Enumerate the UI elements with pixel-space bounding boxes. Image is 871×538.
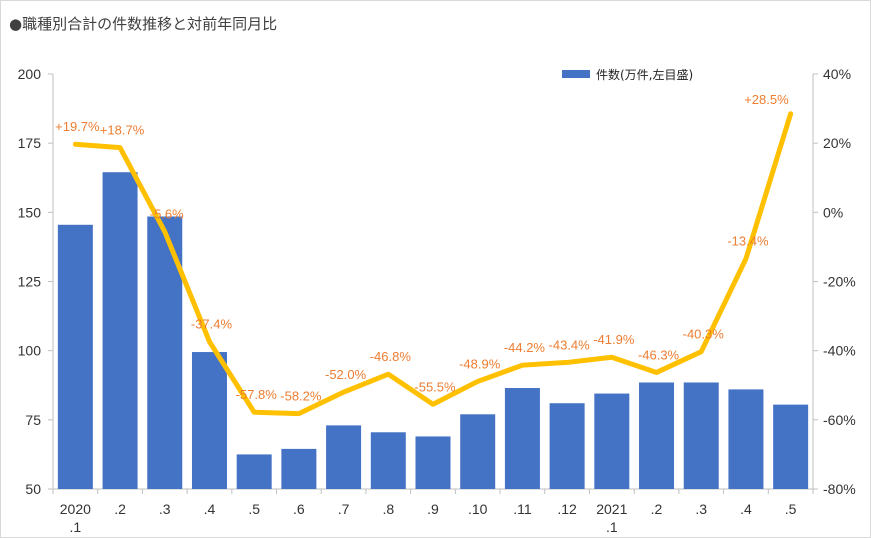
bar	[102, 172, 138, 489]
x-tick-label: .5	[248, 501, 260, 517]
bar	[683, 382, 719, 489]
bar	[728, 389, 764, 489]
legend: 件数(万件,左目盛)	[562, 67, 693, 82]
line-data-label: -37.4%	[191, 317, 233, 332]
line-data-label: +18.7%	[100, 123, 145, 138]
x-tick-label: .2	[114, 501, 126, 517]
line-data-label: -46.8%	[370, 349, 412, 364]
x-tick-label: 2020.1	[60, 501, 91, 535]
line-data-label: -43.4%	[549, 337, 591, 352]
x-tick-label: .4	[740, 501, 752, 517]
left-tick-label: 200	[18, 66, 42, 82]
bar	[639, 382, 675, 489]
x-tick-label: .12	[557, 501, 577, 517]
x-tick-label: .4	[204, 501, 216, 517]
left-tick-label: 100	[18, 343, 42, 359]
x-tick-label: .9	[427, 501, 439, 517]
line-data-label: -52.0%	[325, 367, 367, 382]
line-data-label: -55.5%	[414, 379, 456, 394]
left-tick-label: 150	[18, 204, 42, 220]
x-tick-label: 2021.1	[596, 501, 627, 535]
chart-title: ●職種別合計の件数推移と対前年同月比	[9, 15, 278, 33]
left-tick-label: 125	[18, 274, 42, 290]
bar	[549, 403, 585, 489]
bar	[773, 404, 809, 489]
line-data-label: -57.8%	[236, 387, 278, 402]
left-tick-label: 50	[25, 481, 41, 497]
line-data-label: -46.3%	[638, 347, 680, 362]
right-tick-label: -20%	[823, 274, 856, 290]
bar	[236, 454, 272, 489]
x-tick-label: .11	[513, 501, 532, 517]
line-data-label: -41.9%	[593, 332, 635, 347]
left-tick-label: 75	[25, 412, 41, 428]
right-tick-label: 40%	[823, 66, 851, 82]
legend-swatch	[562, 70, 590, 78]
right-tick-label: 20%	[823, 135, 851, 151]
bar-series	[57, 172, 809, 490]
right-tick-label: -80%	[823, 481, 856, 497]
line-data-label: -58.2%	[280, 389, 322, 404]
bar	[460, 414, 496, 489]
bar	[281, 448, 317, 489]
bar	[504, 388, 540, 489]
yoy-line	[72, 111, 794, 417]
right-tick-label: -60%	[823, 412, 856, 428]
line-data-label: -40.3%	[683, 327, 725, 342]
x-tick-label: .10	[468, 501, 488, 517]
x-tick-label: .8	[382, 501, 394, 517]
bar	[415, 436, 451, 489]
x-tick-label: .3	[695, 501, 707, 517]
x-tick-label: .5	[785, 501, 797, 517]
right-tick-label: -40%	[823, 343, 856, 359]
x-tick-label: .3	[159, 501, 171, 517]
x-tick-label: .2	[651, 501, 663, 517]
axes: 50 75 100 125 150 175 200 -80% -60% -40% -20% 0% 20%…	[18, 66, 856, 535]
bar	[370, 432, 406, 489]
bar	[57, 224, 93, 490]
x-tick-label: .6	[293, 501, 305, 517]
line-data-label: -44.2%	[504, 340, 546, 355]
bar	[594, 393, 630, 489]
data-labels: +19.7% +18.7% -5.6% -37.4% -57.8% -58.2%-52.0…	[55, 92, 789, 404]
x-tick-label: .7	[338, 501, 350, 517]
line-data-label: +28.5%	[744, 92, 789, 107]
legend-label: 件数(万件,左目盛)	[596, 67, 693, 82]
line-data-label: -5.6%	[150, 207, 184, 222]
bar	[191, 352, 227, 489]
bar	[326, 425, 362, 489]
left-tick-label: 175	[18, 135, 42, 151]
line-data-label: +19.7%	[55, 119, 100, 134]
line-series	[72, 111, 794, 417]
right-tick-label: 0%	[823, 204, 843, 220]
line-data-label: -48.9%	[459, 356, 501, 371]
line-data-label: -13.4%	[727, 234, 769, 249]
